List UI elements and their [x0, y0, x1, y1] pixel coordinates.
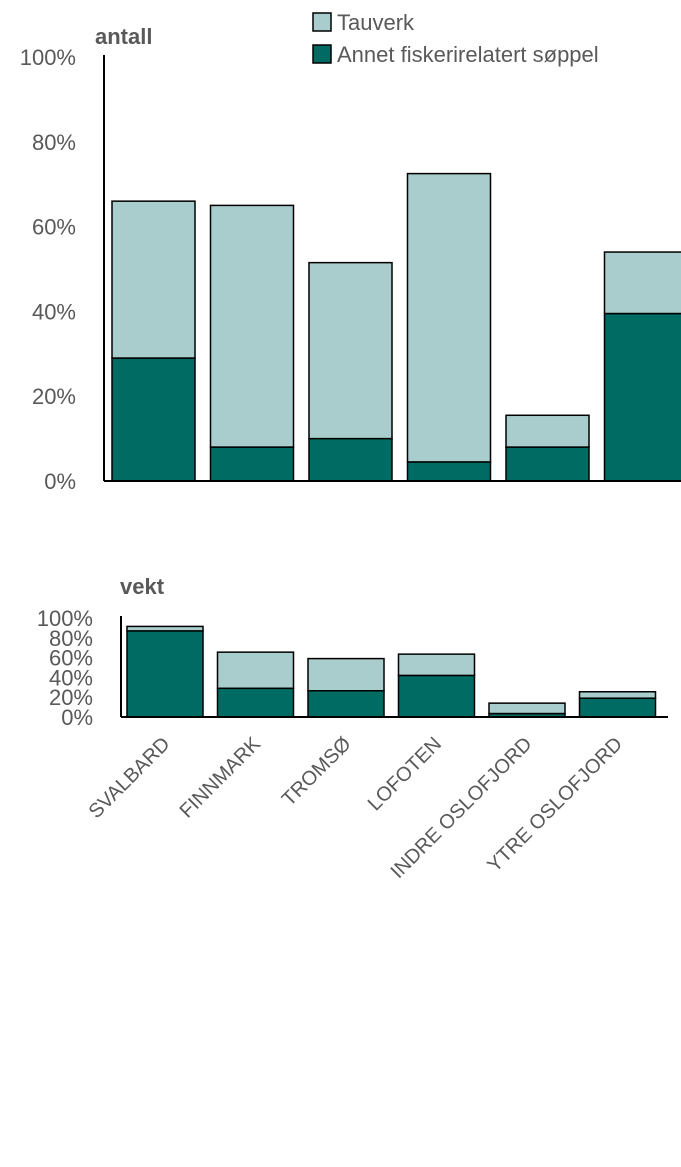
bar-segment: [308, 659, 384, 691]
bar-segment: [211, 447, 294, 481]
bar-segment: [605, 314, 681, 481]
bar-segment: [218, 688, 294, 717]
y-tick-label: 60%: [32, 215, 76, 240]
legend-swatch: [313, 45, 331, 63]
bar-segment: [308, 691, 384, 717]
legend-label: Tauverk: [337, 10, 415, 35]
legend-label: Annet fiskerirelatert søppel: [337, 42, 599, 67]
x-tick-label: SVALBARD: [85, 733, 175, 823]
x-tick-label: LOFOTEN: [364, 733, 446, 815]
y-tick-label: 100%: [37, 606, 93, 631]
x-tick-label: TROMSØ: [278, 733, 356, 811]
bar-segment: [112, 201, 195, 358]
bar-segment: [211, 205, 294, 447]
bar-segment: [218, 652, 294, 688]
bar-segment: [580, 692, 656, 698]
y-tick-label: 40%: [32, 299, 76, 324]
chart-title: vekt: [120, 574, 165, 599]
bar-segment: [489, 703, 565, 713]
bar-segment: [399, 675, 475, 717]
bar-segment: [112, 358, 195, 481]
chart-title: antall: [95, 24, 152, 49]
x-tick-label: FINNMARK: [176, 733, 266, 823]
bar-segment: [408, 174, 491, 462]
y-tick-label: 80%: [32, 130, 76, 155]
bar-segment: [127, 631, 203, 717]
bar-segment: [309, 263, 392, 439]
bar-segment: [127, 626, 203, 630]
bar-segment: [506, 415, 589, 447]
bar-segment: [399, 654, 475, 675]
legend-swatch: [313, 13, 331, 31]
bar-segment: [580, 698, 656, 717]
bar-segment: [605, 252, 681, 313]
y-tick-label: 20%: [32, 384, 76, 409]
y-tick-label: 100%: [20, 45, 76, 70]
bar-segment: [506, 447, 589, 481]
bar-segment: [408, 462, 491, 481]
y-tick-label: 0%: [44, 469, 76, 494]
bar-segment: [309, 439, 392, 481]
